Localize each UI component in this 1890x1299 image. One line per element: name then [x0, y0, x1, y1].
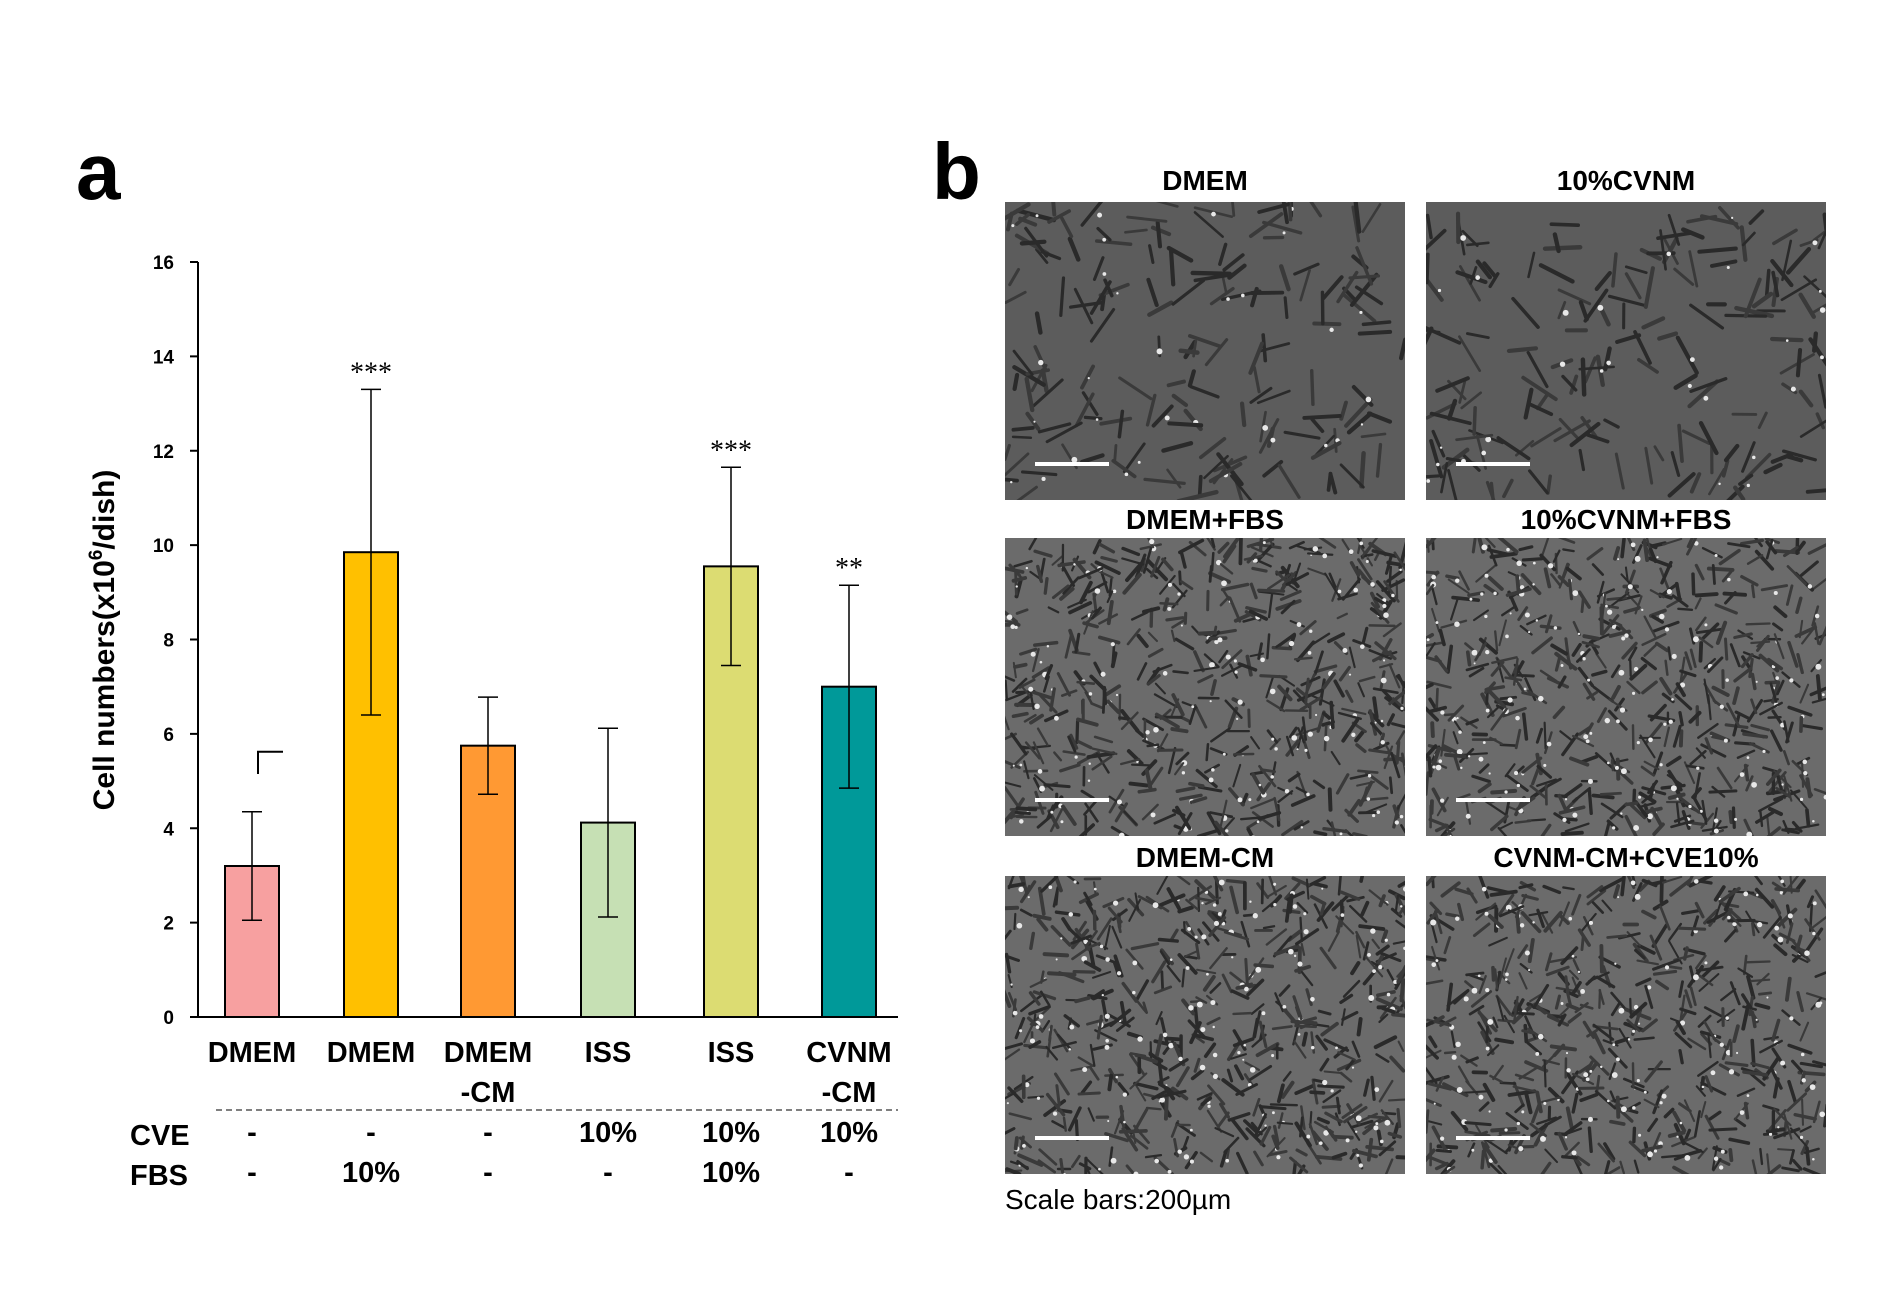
condition-value: - [844, 1157, 854, 1189]
scale-bar-caption: Scale bars:200µm [1005, 1184, 1232, 1215]
scale-bar [1035, 798, 1109, 802]
condition-value: 10% [342, 1157, 400, 1189]
condition-value: - [483, 1117, 493, 1149]
micrograph-title: CVNM-CM+CVE10% [1493, 842, 1759, 873]
micrograph-image [1005, 876, 1405, 1174]
condition-value: 10% [579, 1117, 637, 1149]
significance-marker: *** [710, 435, 752, 466]
y-tick-label: 6 [163, 725, 174, 746]
micrograph-title: DMEM+FBS [1126, 504, 1284, 535]
condition-value: - [366, 1117, 376, 1149]
micrograph-image [1426, 202, 1826, 500]
scale-bar [1456, 462, 1530, 466]
condition-label: FBS [130, 1160, 188, 1192]
panel-label-a: a [76, 127, 121, 216]
condition-value: - [247, 1157, 257, 1189]
significance-marker: ** [835, 553, 863, 584]
significance-marker: *** [350, 357, 392, 388]
bracket-mark [257, 750, 283, 774]
category-label: ISS [708, 1037, 755, 1069]
micrograph-image [1426, 876, 1826, 1174]
y-axis-title-suffix: /dish) [88, 470, 121, 550]
y-axis-title: Cell numbers(x106/dish) [86, 470, 121, 811]
condition-value: 10% [702, 1117, 760, 1149]
y-axis-title-text: Cell numbers(x10 [88, 560, 121, 810]
micrograph-title: 10%CVNM+FBS [1520, 504, 1732, 535]
category-label: CVNM [806, 1037, 891, 1069]
y-tick-label: 16 [153, 253, 174, 274]
bar [703, 565, 759, 1018]
y-tick-label: 14 [153, 347, 175, 368]
micrograph-image [1005, 202, 1405, 500]
scale-bar [1035, 1136, 1109, 1140]
condition-label: CVE [130, 1120, 190, 1152]
category-label: DMEM [327, 1037, 416, 1069]
category-label: ISS [585, 1037, 632, 1069]
condition-value: - [483, 1157, 493, 1189]
y-tick-label: 4 [163, 819, 174, 840]
y-tick-label: 10 [153, 536, 174, 557]
condition-value: - [247, 1117, 257, 1149]
category-label: DMEM [208, 1037, 297, 1069]
category-label: DMEM [444, 1037, 533, 1069]
y-axis-title-superscript: 6 [86, 550, 107, 561]
micrograph-image [1005, 538, 1405, 836]
category-label: -CM [822, 1077, 877, 1109]
bar [580, 821, 636, 1019]
condition-value: 10% [820, 1117, 878, 1149]
y-tick-label: 0 [163, 1008, 174, 1029]
micrograph-title: DMEM-CM [1135, 842, 1275, 873]
panel-label-b: b [932, 127, 981, 216]
condition-value: 10% [702, 1157, 760, 1189]
micrograph-title: 10%CVNM [1556, 165, 1696, 196]
y-tick-label: 8 [163, 631, 174, 652]
scale-bar [1456, 798, 1530, 802]
y-tick-label: 2 [163, 914, 174, 935]
condition-value: - [603, 1157, 613, 1189]
y-tick-label: 12 [153, 442, 174, 463]
scale-bar [1035, 462, 1109, 466]
micrograph-image [1426, 538, 1826, 836]
category-label: -CM [461, 1077, 516, 1109]
scale-bar [1456, 1136, 1530, 1140]
micrograph-title: DMEM [1162, 165, 1248, 196]
